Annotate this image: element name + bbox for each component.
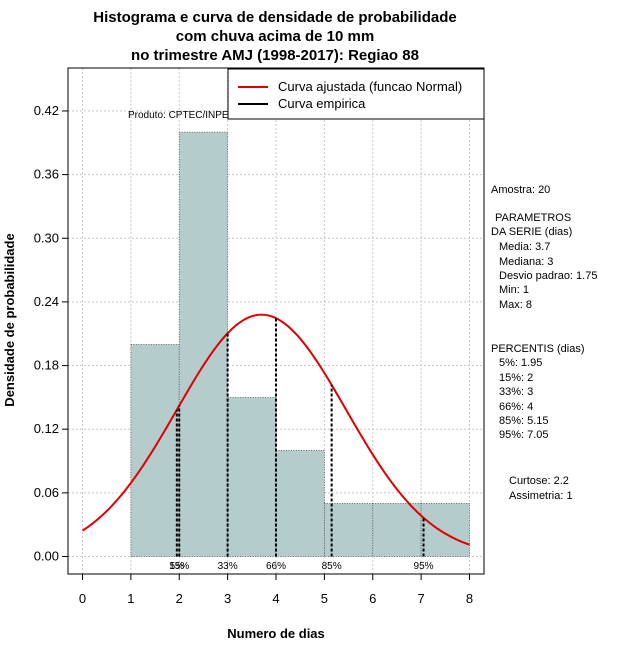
chart-title-line-1: Histograma e curva de densidade de proba… — [93, 9, 456, 26]
x-tick-label: 4 — [272, 591, 279, 606]
histogram-bar — [227, 396, 277, 557]
legend-label-empirical: Curva empirica — [278, 96, 366, 111]
x-tick-label: 2 — [176, 591, 183, 606]
histogram-bar — [420, 503, 470, 557]
percentil-5: 5%: 1.95 — [499, 357, 542, 369]
percentile-label: 95% — [414, 561, 434, 572]
percentil-33: 33%: 3 — [499, 386, 533, 398]
param-mean: Media: 3.7 — [499, 241, 550, 253]
legend: Curva ajustada (funcao Normal) Curva emp… — [227, 68, 485, 120]
x-tick-label: 1 — [127, 591, 134, 606]
params-header-line-1: PARAMETROS — [495, 212, 571, 224]
x-tick-label: 5 — [321, 591, 328, 606]
product-annotation: Produto: CPTEC/INPE — [128, 110, 229, 121]
kurtosis: Curtose: 2.2 — [509, 475, 569, 487]
axes: 0 1 2 3 4 5 6 7 8 0.00 0.06 0.12 0.18 0.24 0.30 0.36 0.4… — [34, 103, 473, 606]
normal-curve — [81, 313, 470, 546]
y-tick-label: 0.36 — [34, 167, 59, 182]
params-header-line-2: DA SERIE (dias) — [491, 226, 572, 238]
percentile-label: 15% — [169, 561, 189, 572]
percentile-lines: 5%15% 33% 66% 85% 95% — [169, 318, 434, 572]
normal-curve-layer — [81, 313, 470, 546]
param-sd: Desvio padrao: 1.75 — [499, 270, 597, 282]
histogram-bar — [178, 131, 229, 557]
histogram-bar — [372, 503, 422, 557]
side-panel: Amostra: 20 PARAMETROS DA SERIE (dias) M… — [491, 184, 597, 502]
chart-title-line-2: com chuva acima de 10 mm — [176, 28, 374, 45]
histogram-bars — [130, 131, 470, 557]
param-median: Mediana: 3 — [499, 256, 553, 268]
legend-box — [227, 68, 485, 120]
percentil-85: 85%: 5.15 — [499, 415, 549, 427]
y-tick-label: 0.12 — [34, 421, 59, 436]
x-tick-label: 0 — [79, 591, 86, 606]
y-tick-label: 0.18 — [34, 358, 59, 373]
y-tick-label: 0.06 — [34, 485, 59, 500]
sample-size: Amostra: 20 — [491, 184, 550, 196]
y-tick-label: 0.00 — [34, 548, 59, 563]
param-min: Min: 1 — [499, 284, 529, 296]
param-max: Max: 8 — [499, 299, 532, 311]
percentil-15: 15%: 2 — [499, 372, 533, 384]
y-tick-label: 0.42 — [34, 103, 59, 118]
percentile-label: 5% — [170, 561, 185, 572]
x-axis-title: Numero de dias — [227, 626, 325, 641]
x-tick-label: 7 — [417, 591, 424, 606]
percentile-label: 33% — [218, 561, 238, 572]
y-tick-label: 0.30 — [34, 230, 59, 245]
x-tick-label: 3 — [224, 591, 231, 606]
skewness: Assimetria: 1 — [509, 490, 573, 502]
legend-label-normal: Curva ajustada (funcao Normal) — [278, 79, 462, 94]
percentis-header: PERCENTIS (dias) — [491, 343, 585, 355]
y-tick-label: 0.24 — [34, 294, 59, 309]
percentile-label: 85% — [322, 561, 342, 572]
chart-title-line-3: no trimestre AMJ (1998-2017): Regiao 88 — [131, 47, 419, 64]
histogram-bar — [130, 343, 180, 557]
percentil-95: 95%: 7.05 — [499, 429, 549, 441]
x-tick-label: 6 — [369, 591, 376, 606]
percentil-66: 66%: 4 — [499, 401, 533, 413]
percentile-label: 66% — [266, 561, 286, 572]
y-axis-title: Densidade de probabilidade — [2, 233, 17, 406]
x-tick-label: 8 — [466, 591, 473, 606]
histogram-bar — [275, 450, 325, 557]
